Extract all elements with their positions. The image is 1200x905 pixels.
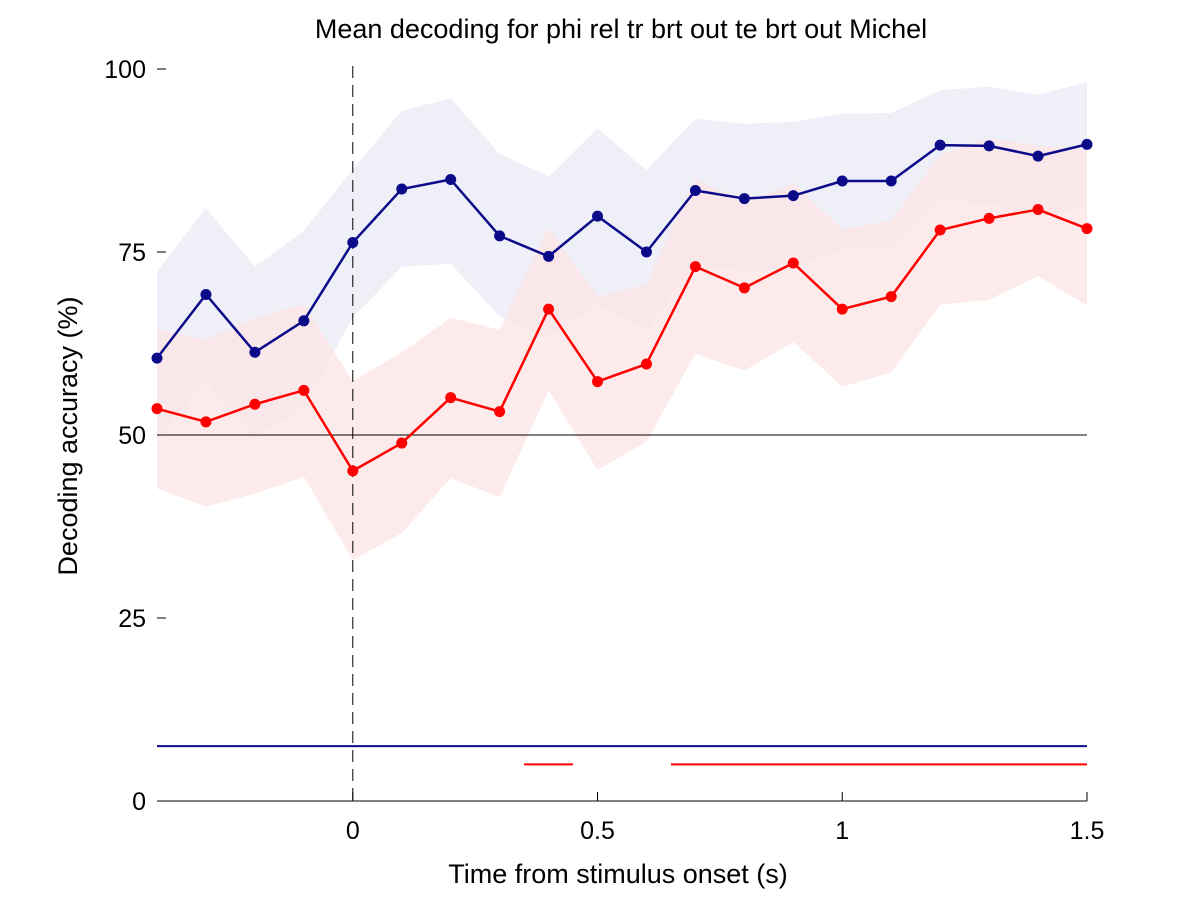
data-point-1-15 [885, 291, 897, 303]
data-point-0-6 [445, 174, 457, 186]
data-point-1-3 [298, 384, 310, 396]
data-point-1-19 [1081, 223, 1093, 235]
data-point-0-14 [836, 175, 848, 187]
series-line-0 [156, 143, 1088, 359]
data-point-0-11 [689, 185, 701, 197]
data-point-1-17 [983, 212, 995, 224]
data-point-0-13 [787, 190, 799, 202]
data-point-1-5 [396, 437, 408, 449]
x-tick-label-1: 0.5 [580, 817, 615, 845]
data-point-1-18 [1032, 204, 1044, 216]
data-point-0-1 [200, 288, 212, 300]
data-point-0-7 [494, 230, 506, 242]
x-axis-label: Time from stimulus onset (s) [448, 859, 788, 889]
data-point-0-10 [640, 246, 652, 258]
data-point-1-10 [640, 358, 652, 370]
data-point-0-16 [934, 139, 946, 151]
data-point-1-12 [738, 282, 750, 294]
chart-title: Mean decoding for phi rel tr brt out te … [315, 14, 927, 44]
y-tick-label-1: 25 [118, 605, 146, 633]
x-tick-label-3: 1.5 [1070, 817, 1105, 845]
data-point-1-1 [200, 416, 212, 428]
data-point-0-2 [249, 346, 261, 358]
confidence-band-1 [157, 138, 1087, 561]
data-point-1-7 [494, 406, 506, 418]
data-point-1-2 [249, 398, 261, 410]
y-tick-label-4: 100 [104, 56, 146, 84]
y-tick-label-3: 75 [118, 239, 146, 267]
y-tick-label-0: 0 [132, 788, 146, 816]
data-point-1-8 [543, 303, 555, 315]
y-axis-label: Decoding accuracy (%) [53, 296, 83, 575]
y-tick-label-2: 50 [118, 422, 146, 450]
data-point-0-0 [151, 352, 163, 364]
data-point-0-19 [1081, 138, 1093, 150]
data-point-0-9 [592, 210, 604, 222]
data-point-0-15 [885, 175, 897, 187]
series-line-1 [156, 208, 1088, 473]
confidence-bands [157, 82, 1087, 561]
data-point-0-4 [347, 236, 359, 248]
axes: 0 0.5 1 1.5 0 25 50 75 100 [104, 56, 1104, 845]
data-point-0-8 [543, 250, 555, 262]
data-point-1-6 [445, 392, 457, 404]
x-tick-label-0: 0 [346, 817, 360, 845]
data-point-1-4 [347, 465, 359, 477]
significance-bars [157, 745, 1087, 766]
reference-lines [157, 66, 1087, 801]
data-point-0-17 [983, 140, 995, 152]
data-point-1-11 [689, 261, 701, 273]
data-point-1-16 [934, 224, 946, 236]
x-tick-label-2: 1 [835, 817, 849, 845]
data-point-0-5 [396, 183, 408, 195]
data-point-0-18 [1032, 150, 1044, 162]
series-lines [151, 138, 1093, 477]
data-point-0-12 [738, 193, 750, 205]
data-point-0-3 [298, 315, 310, 327]
data-point-1-13 [787, 257, 799, 269]
data-point-1-14 [836, 303, 848, 315]
data-point-1-0 [151, 403, 163, 415]
data-point-1-9 [592, 376, 604, 388]
confidence-band-0 [157, 82, 1087, 439]
